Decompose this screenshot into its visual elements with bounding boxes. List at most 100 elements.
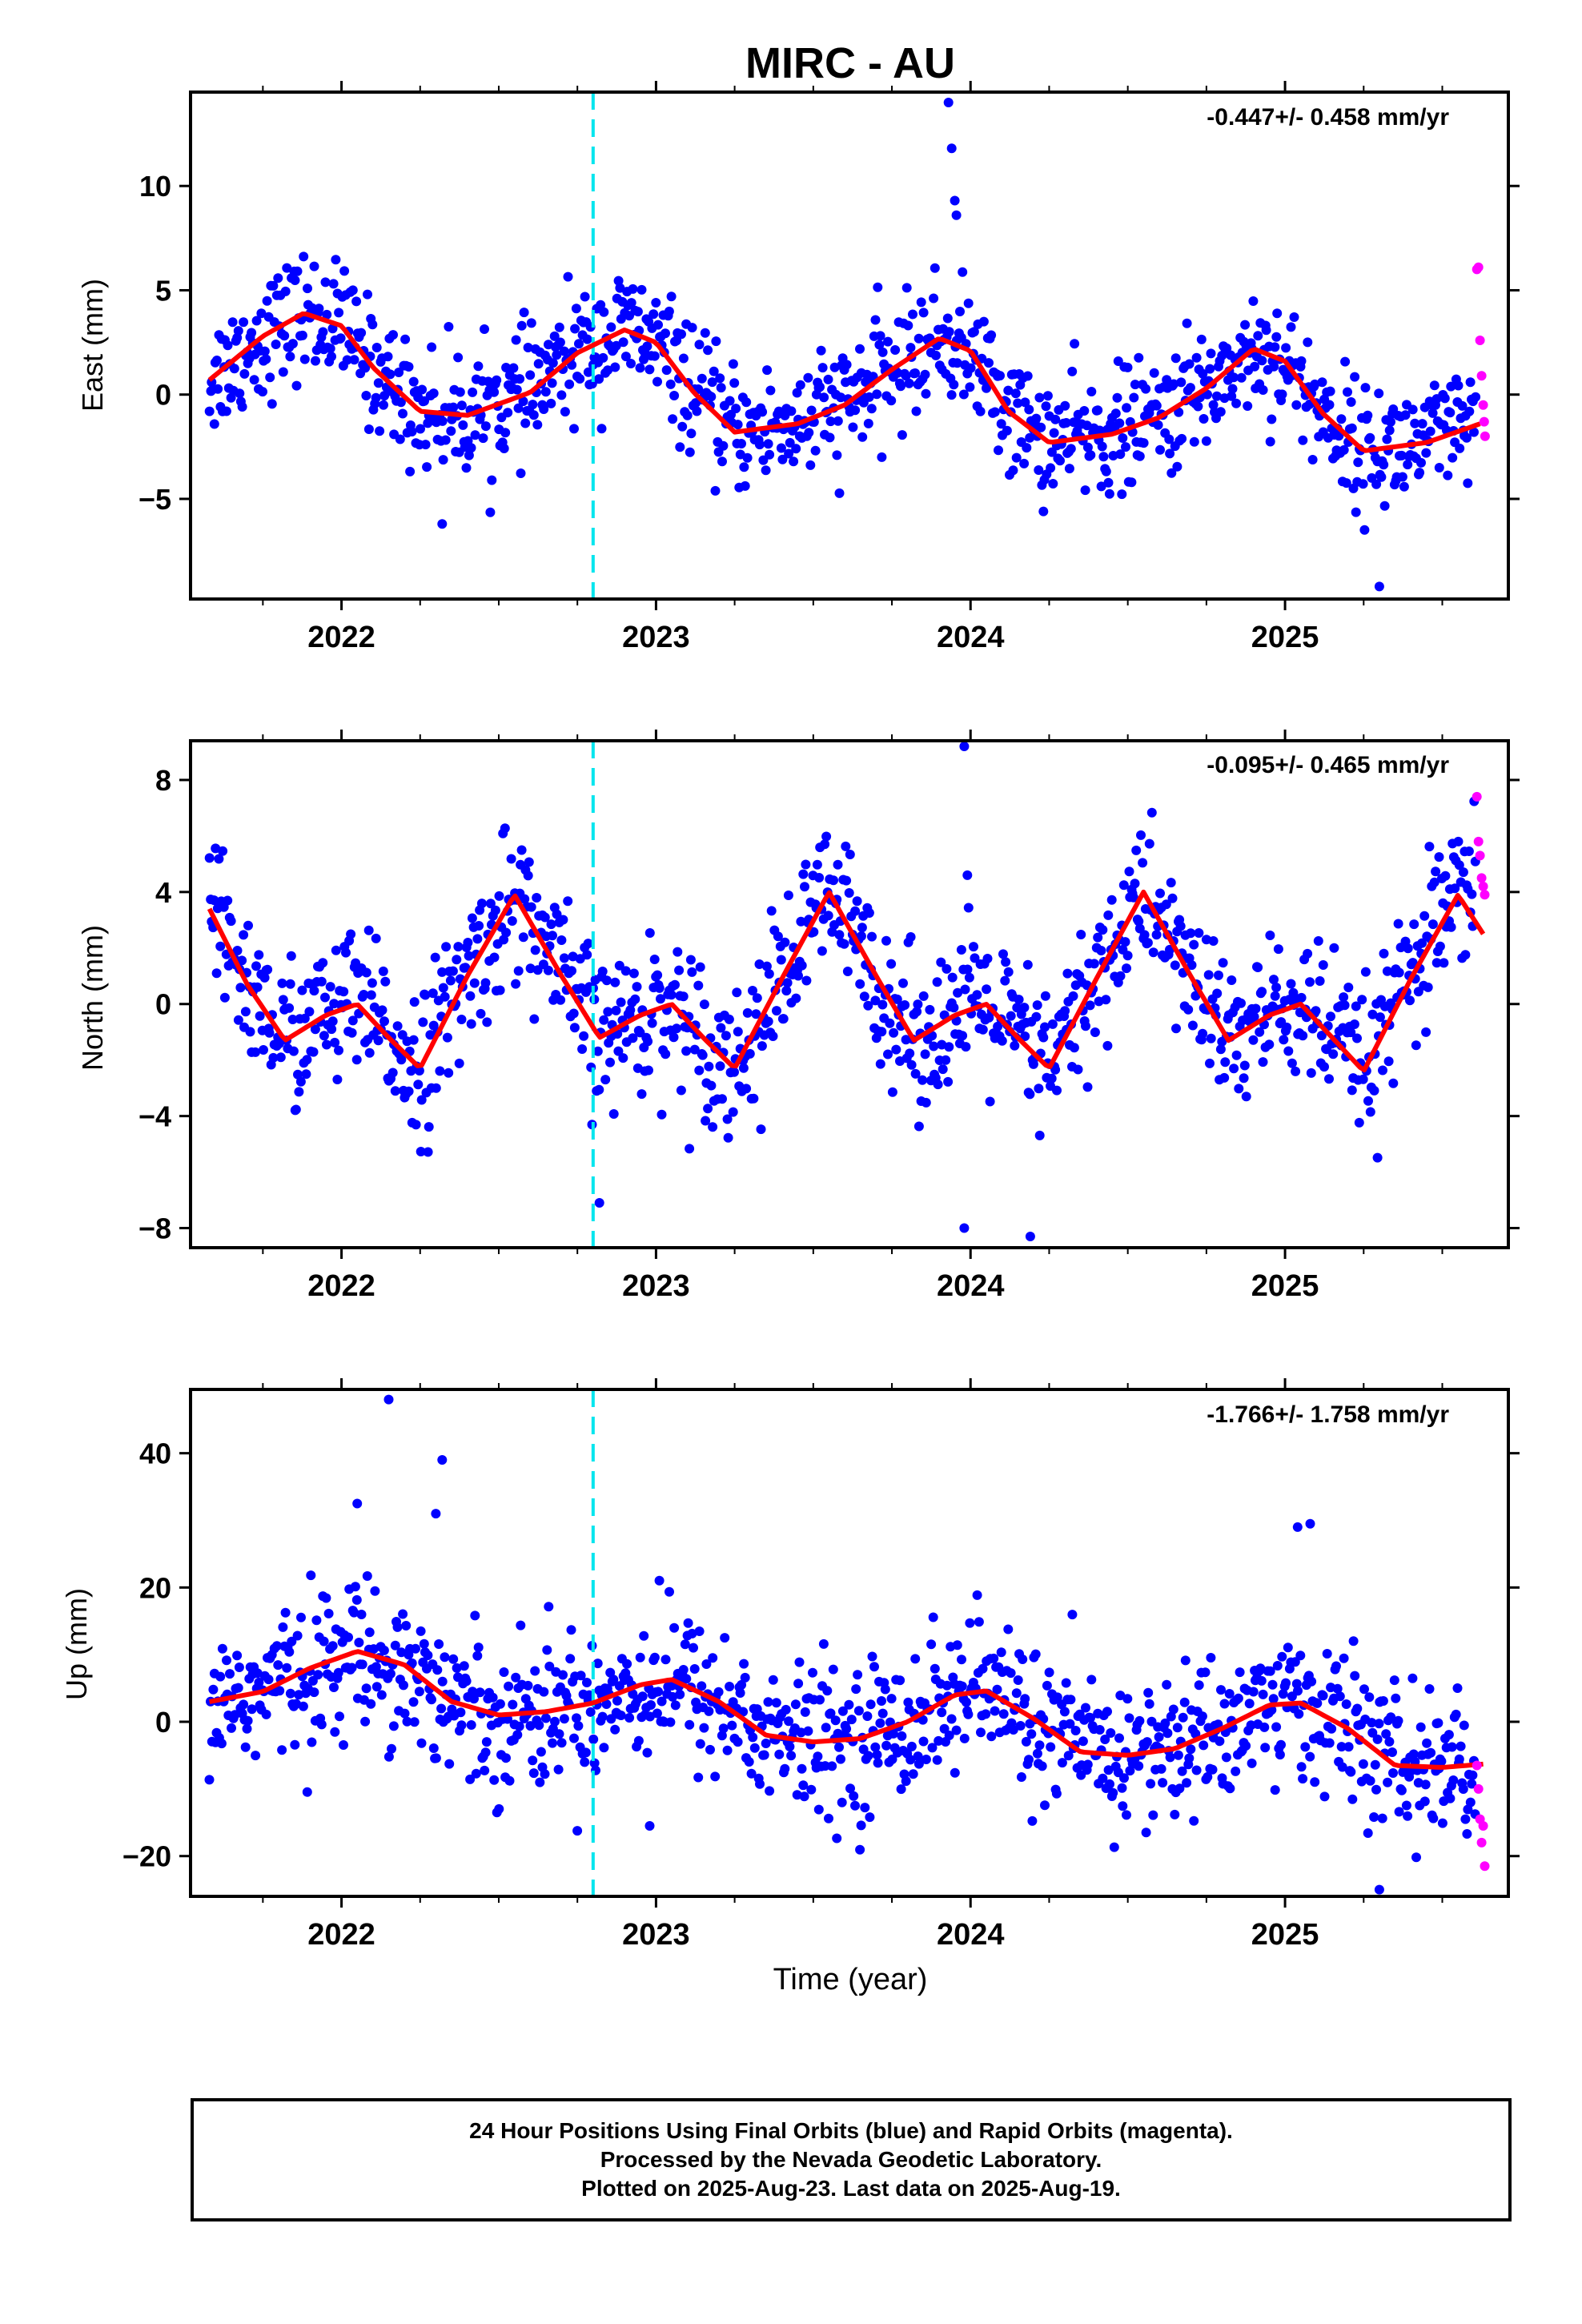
up-final-point [793, 1679, 804, 1689]
east-final-point [383, 352, 393, 362]
east-final-point [285, 352, 295, 362]
north-final-point [1286, 979, 1296, 989]
north-final-point [1349, 1019, 1359, 1029]
up-final-point [1319, 1791, 1330, 1802]
up-final-point [849, 1791, 859, 1801]
north-final-point [556, 935, 567, 945]
east-final-point [1439, 393, 1450, 404]
north-final-point [540, 912, 550, 923]
up-final-point [319, 1636, 329, 1647]
north-final-point [716, 1023, 726, 1033]
east-final-point [1086, 387, 1097, 396]
up-final-point [1046, 1742, 1056, 1752]
east-final-point [741, 397, 752, 408]
east-final-point [990, 407, 1000, 417]
east-final-point [841, 360, 852, 370]
up-final-point [333, 1667, 343, 1678]
up-final-point [815, 1695, 825, 1705]
up-final-point [1300, 1742, 1311, 1752]
up-final-point [1281, 1678, 1291, 1688]
north-final-point [706, 1080, 717, 1091]
east-final-point [1371, 479, 1382, 489]
east-final-point [331, 255, 341, 265]
north-final-point [254, 950, 264, 960]
north-final-point [308, 1047, 319, 1057]
north-final-point [301, 1069, 311, 1080]
east-final-point [1446, 381, 1456, 392]
up-final-point [444, 1759, 455, 1769]
up-final-point [508, 1699, 518, 1710]
east-final-point [1407, 404, 1418, 415]
north-final-point [1403, 943, 1413, 954]
east-final-point [836, 392, 846, 403]
north-final-point [913, 999, 923, 1010]
up-final-point [797, 1763, 807, 1774]
east-final-point [1138, 438, 1149, 448]
east-final-point [1347, 423, 1357, 433]
east-final-point [1258, 385, 1268, 395]
north-final-point [474, 921, 484, 931]
north-final-point [1014, 995, 1024, 1005]
east-final-point [226, 392, 236, 403]
north-final-point [452, 955, 462, 965]
north-final-point [232, 946, 243, 955]
east-final-point [1310, 379, 1320, 389]
east-final-point [1096, 481, 1106, 492]
east-final-point [677, 329, 686, 340]
north-final-point [1214, 970, 1223, 980]
east-final-point [791, 444, 801, 454]
east-final-point [703, 345, 713, 356]
up-final-point [897, 1731, 907, 1741]
east-final-point [1103, 477, 1114, 488]
up-final-point [670, 1700, 681, 1711]
east-final-point [1003, 385, 1014, 396]
north-final-point [1357, 995, 1367, 1005]
east-final-point [986, 330, 997, 340]
north-final-point [1424, 842, 1435, 852]
north-final-point [600, 1075, 611, 1085]
north-final-point [1431, 866, 1441, 877]
up-final-point [653, 1687, 664, 1697]
up-final-point [1086, 1675, 1097, 1685]
up-final-point [771, 1698, 781, 1708]
east-final-point [259, 346, 270, 356]
up-final-point [1102, 1707, 1112, 1717]
north-final-point [1022, 959, 1033, 970]
up-final-point [790, 1699, 801, 1710]
up-final-point [261, 1709, 271, 1719]
east-final-point [635, 363, 645, 373]
east-final-point [789, 456, 799, 467]
east-final-point [652, 376, 662, 387]
up-final-point [1173, 1750, 1183, 1760]
north-final-point [1423, 982, 1433, 992]
footer-line-3: Plotted on 2025-Aug-23. Last data on 202… [581, 2176, 1121, 2201]
up-rapid-point [1472, 1760, 1482, 1771]
north-final-point [1144, 838, 1154, 849]
north-final-point [666, 990, 677, 1000]
east-final-point [322, 309, 332, 320]
up-final-point [427, 1695, 436, 1705]
north-final-point [1219, 1072, 1230, 1083]
up-final-point [765, 1786, 775, 1796]
east-final-point [901, 283, 912, 293]
north-final-point [579, 1031, 589, 1041]
east-final-point [320, 277, 331, 287]
north-final-point [294, 1087, 304, 1097]
up-final-point [285, 1688, 295, 1699]
east-final-point [761, 465, 771, 476]
north-final-point [841, 841, 851, 851]
north-final-point [652, 970, 663, 980]
north-final-point [390, 1086, 400, 1096]
up-final-point [957, 1681, 967, 1691]
north-final-point [1358, 1074, 1368, 1084]
up-final-point [480, 1765, 490, 1775]
north-final-point [959, 742, 970, 751]
up-final-point [901, 1776, 911, 1787]
east-rapid-point [1479, 416, 1489, 427]
up-final-point [869, 1662, 879, 1672]
up-final-point [307, 1737, 317, 1747]
east-final-point [351, 296, 362, 307]
north-final-point [949, 1003, 959, 1013]
north-final-point [520, 894, 530, 904]
north-final-point [1363, 1096, 1373, 1106]
